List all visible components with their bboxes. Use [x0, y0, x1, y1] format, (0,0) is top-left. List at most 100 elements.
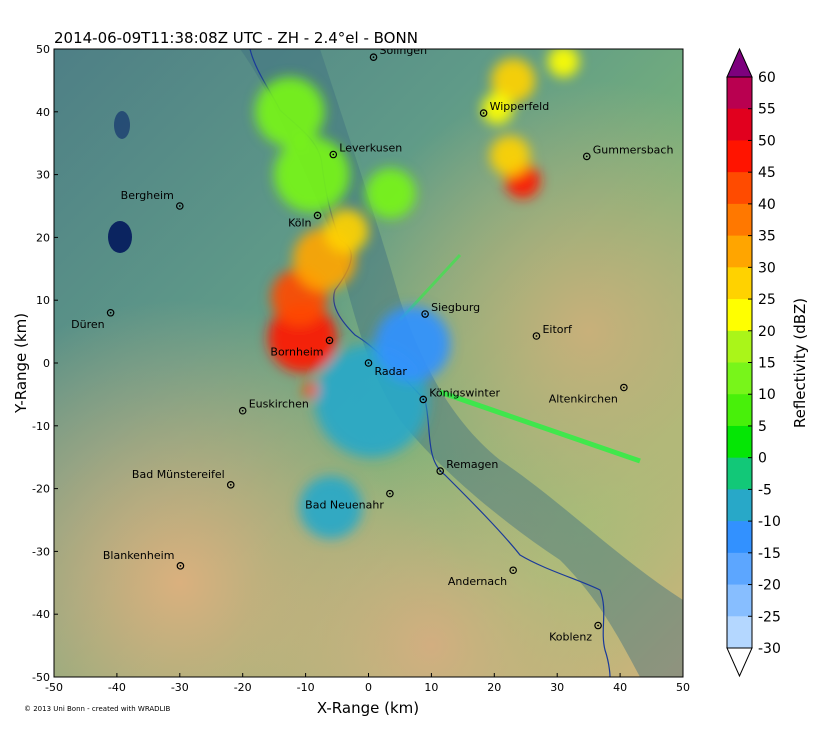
city-marker: Köln	[288, 211, 322, 229]
colorbar-segment	[727, 552, 752, 586]
y-tick-label: 30	[36, 169, 50, 182]
colorbar-segment	[727, 108, 752, 141]
city-label: Solingen	[380, 44, 428, 57]
city-label: Köln	[288, 216, 311, 229]
city-label: Bergheim	[121, 189, 174, 202]
city-dot-center	[316, 214, 319, 217]
city-marker: Wipperfeld	[479, 100, 549, 117]
colorbar-segment	[727, 235, 752, 268]
reflectivity-cell	[255, 77, 325, 147]
colorbar-segment	[727, 203, 752, 237]
city-marker: Koblenz	[549, 621, 602, 644]
colorbar-tick-label: 30	[758, 260, 776, 276]
city-label: Bornheim	[270, 345, 323, 358]
city-dot-center	[241, 409, 244, 412]
colorbar-tick-label: -5	[758, 482, 772, 498]
city-dot-center	[535, 335, 538, 337]
y-tick-label: 0	[43, 357, 50, 370]
colorbar-tick-label: 5	[758, 419, 767, 435]
y-axis-label: Y-Range (km)	[12, 313, 30, 414]
x-tick-label: 50	[676, 681, 690, 694]
colorbar-segment	[727, 584, 752, 617]
x-tick-label: -20	[234, 681, 252, 694]
city-dot-center	[424, 313, 427, 315]
colorbar-tick-label: -10	[758, 514, 781, 530]
reflectivity-cell	[489, 135, 531, 176]
colorbar-tick-label: 40	[758, 197, 776, 213]
city-dot	[176, 202, 184, 210]
colorbar-segment	[727, 172, 752, 205]
city-label: Bad Münstereifel	[132, 468, 225, 481]
city-label: Blankenheim	[103, 549, 175, 562]
colorbar-tick-label: 60	[758, 70, 776, 86]
city-dot	[419, 395, 428, 404]
city-marker: Radar	[364, 359, 407, 378]
city-dot	[238, 406, 247, 415]
colorbar-segment	[727, 362, 752, 395]
x-axis-label: X-Range (km)	[317, 699, 419, 717]
city-label: Königswinter	[429, 386, 500, 399]
y-tick-label: 10	[36, 294, 50, 307]
rhine-lowland	[240, 49, 683, 677]
city-dot	[369, 53, 378, 61]
city-marker: Euskirchen	[238, 398, 309, 415]
colorbar-tick-label: 20	[758, 324, 776, 340]
city-marker: Siegburg	[421, 301, 480, 318]
reflectivity-cell	[491, 58, 536, 103]
city-label: Remagen	[446, 458, 498, 471]
city-dot	[313, 211, 322, 220]
x-axis: -50 -40 -30 -20 -10 0 10 20 30 40 50	[45, 673, 690, 694]
y-tick-label: 50	[36, 43, 50, 56]
y-tick-label: -40	[32, 608, 50, 621]
city-dot	[325, 336, 334, 345]
y-tick-label: -10	[32, 420, 50, 433]
city-marker: Bad Münstereifel	[132, 468, 235, 489]
colorbar-segment	[727, 267, 752, 300]
colorbar-segment	[727, 394, 752, 427]
city-marker: Blankenheim	[103, 549, 185, 570]
colorbar-tick-label: 15	[758, 356, 776, 372]
colorbar-tick-label: 50	[758, 133, 776, 149]
x-tick-label: 20	[487, 681, 501, 694]
colorbar-extend-high	[726, 47, 753, 78]
x-tick-label: -40	[108, 681, 126, 694]
city-dot-center	[372, 56, 375, 59]
y-tick-label: -30	[32, 545, 50, 558]
city-dot	[620, 383, 628, 392]
city-marker: Andernach	[448, 566, 517, 588]
city-label: Koblenz	[549, 631, 592, 644]
city-dot-center	[585, 155, 588, 158]
copyright-note: © 2013 Uni Bonn - created with WRADLIB	[24, 705, 171, 713]
reflectivity-layer	[255, 49, 580, 539]
city-label: Gummersbach	[593, 143, 674, 156]
city-marker: Bornheim	[270, 336, 334, 358]
city-dot-center	[367, 362, 370, 364]
y-axis: 50 40 30 20 10 0 -10 -20 -30 -40 -50	[32, 43, 58, 684]
city-dot-center	[512, 569, 515, 572]
city-dot-center	[229, 483, 232, 486]
x-tick-label: 40	[613, 681, 627, 694]
colorbar-tick-label: 25	[758, 292, 776, 308]
city-dot-center	[332, 153, 335, 156]
city-markers: Solingen Wipperfeld Leverkusen Gummersbach B…	[71, 44, 674, 644]
city-marker: Königswinter	[419, 386, 500, 404]
colorbar-segment	[727, 457, 752, 490]
colorbar-segment	[727, 489, 752, 522]
x-tick-label: -50	[45, 681, 63, 694]
colorbar-tick-label: 45	[758, 165, 776, 181]
colorbar-tick-label: -30	[758, 641, 781, 657]
city-marker: Düren	[71, 308, 115, 331]
colorbar-segment	[727, 521, 752, 554]
city-dot	[176, 562, 185, 570]
reflectivity-cell	[365, 168, 416, 219]
colorbar-tick-label: -25	[758, 609, 781, 625]
colorbar-segment	[727, 140, 752, 173]
city-dot	[226, 481, 235, 489]
city-dot	[106, 308, 115, 317]
city-marker: Bergheim	[121, 189, 184, 210]
colorbar-segment	[727, 77, 752, 110]
city-marker: Altenkirchen	[549, 383, 628, 405]
colorbar-segment	[727, 616, 752, 649]
city-dot	[329, 150, 338, 159]
